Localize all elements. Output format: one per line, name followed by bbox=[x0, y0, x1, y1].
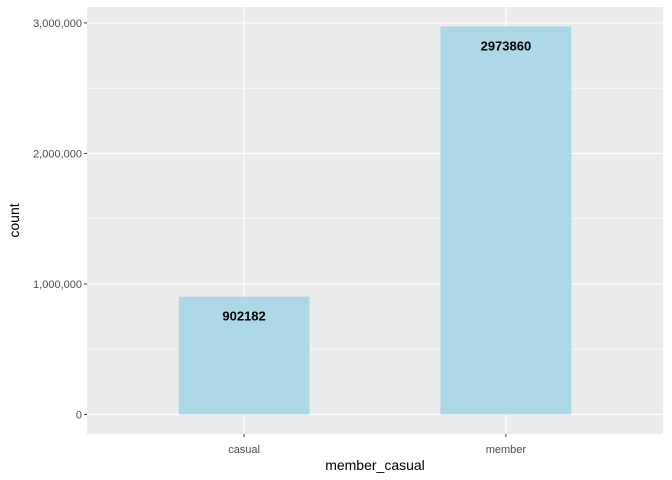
x-axis-title: member_casual bbox=[325, 457, 425, 473]
x-tick-label-casual: casual bbox=[228, 444, 260, 456]
y-axis: 0 1,000,000 2,000,000 3,000,000 bbox=[33, 18, 87, 421]
y-tick-label: 0 bbox=[76, 409, 82, 421]
y-tick-label: 2,000,000 bbox=[33, 148, 82, 160]
plot-panel bbox=[87, 7, 663, 434]
x-axis: casual member bbox=[228, 434, 526, 456]
y-tick-label: 3,000,000 bbox=[33, 18, 82, 30]
data-label-member: 2973860 bbox=[481, 38, 532, 53]
data-label-casual: 902182 bbox=[222, 309, 265, 324]
data-labels: 902182 2973860 bbox=[222, 38, 531, 323]
bar-casual bbox=[178, 296, 310, 415]
bars bbox=[178, 26, 572, 415]
y-tick-label: 1,000,000 bbox=[33, 279, 82, 291]
x-tick-label-member: member bbox=[486, 444, 527, 456]
bar-member bbox=[440, 26, 572, 415]
y-axis-title: count bbox=[6, 203, 22, 237]
